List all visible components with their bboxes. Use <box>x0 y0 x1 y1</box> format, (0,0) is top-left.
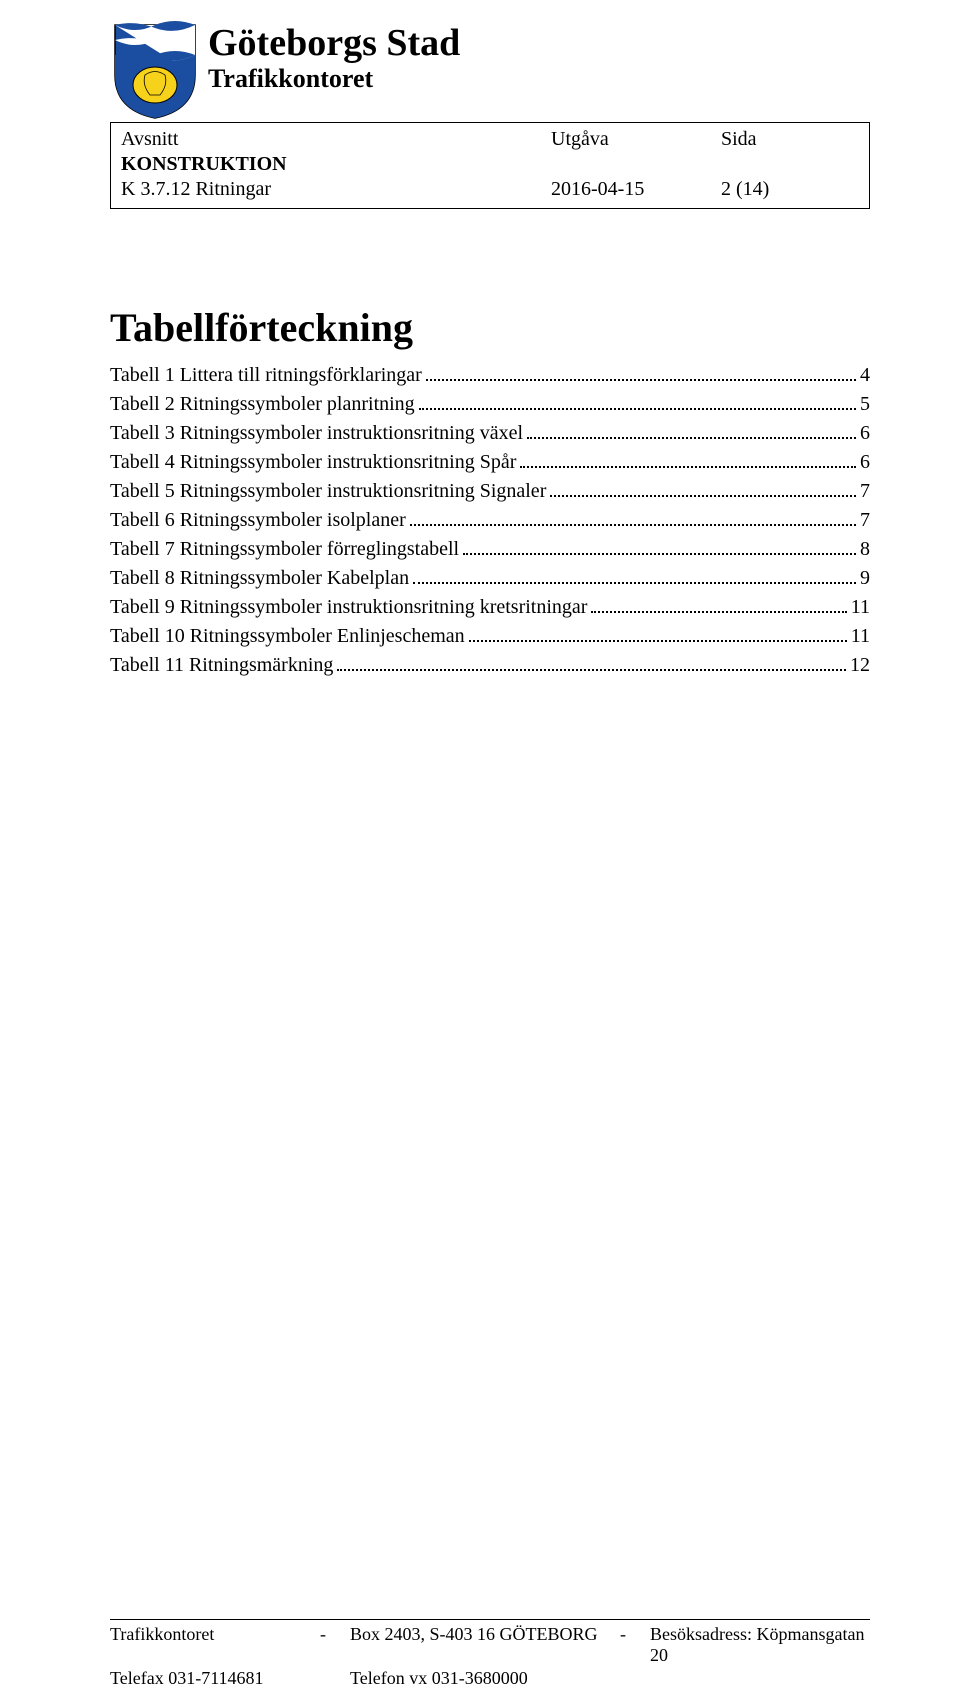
toc-leader-dots <box>413 566 856 584</box>
toc-entry-page: 6 <box>860 419 870 448</box>
toc-leader-dots <box>426 363 856 381</box>
toc-entry-label: Tabell 4 Ritningssymboler instruktionsri… <box>110 448 516 477</box>
toc-leader-dots <box>337 653 846 671</box>
meta-section-line2: K 3.7.12 Ritningar <box>121 177 551 202</box>
toc-leader-dots <box>520 450 856 468</box>
toc-entry-label: Tabell 3 Ritningssymboler instruktionsri… <box>110 419 523 448</box>
meta-utgava-label: Utgåva <box>551 127 721 152</box>
footer-col2-line2: Telefon vx 031-3680000 <box>350 1668 620 1689</box>
footer-col3-line1: Besöksadress: Köpmansgatan 20 <box>650 1624 870 1666</box>
letterhead-titles: Göteborgs Stad Trafikkontoret <box>200 20 460 94</box>
toc-entry-page: 12 <box>850 651 870 680</box>
footer-dash: - <box>620 1624 650 1666</box>
toc-leader-dots <box>550 479 856 497</box>
toc-entry-label: Tabell 1 Littera till ritningsförklaring… <box>110 361 422 390</box>
toc-entry-label: Tabell 5 Ritningssymboler instruktionsri… <box>110 477 546 506</box>
toc-entry-label: Tabell 8 Ritningssymboler Kabelplan <box>110 564 409 593</box>
footer-col2-line1: Box 2403, S-403 16 GÖTEBORG <box>350 1624 620 1666</box>
toc-entry-label: Tabell 9 Ritningssymboler instruktionsri… <box>110 593 587 622</box>
toc-entry-page: 7 <box>860 506 870 535</box>
document-meta-box: Avsnitt Utgåva Sida KONSTRUKTION K 3.7.1… <box>110 122 870 209</box>
toc-list: Tabell 1 Littera till ritningsförklaring… <box>110 361 870 680</box>
meta-section-line1: KONSTRUKTION <box>121 152 551 177</box>
document-body: Tabellförteckning Tabell 1 Littera till … <box>110 209 870 680</box>
toc-entry: Tabell 7 Ritningssymboler förreglingstab… <box>110 535 870 564</box>
toc-entry-label: Tabell 10 Ritningssymboler Enlinjeschema… <box>110 622 465 651</box>
toc-entry-page: 4 <box>860 361 870 390</box>
footer-col1-line2: Telefax 031-7114681 <box>110 1668 320 1689</box>
org-name: Göteborgs Stad <box>208 24 460 62</box>
toc-entry: Tabell 1 Littera till ritningsförklaring… <box>110 361 870 390</box>
toc-entry-page: 9 <box>860 564 870 593</box>
toc-entry-label: Tabell 7 Ritningssymboler förreglingstab… <box>110 535 459 564</box>
toc-entry-page: 7 <box>860 477 870 506</box>
meta-page: 2 (14) <box>721 177 859 202</box>
meta-date: 2016-04-15 <box>551 177 721 202</box>
toc-entry-page: 5 <box>860 390 870 419</box>
toc-title: Tabellförteckning <box>110 304 870 351</box>
footer-col1-line1: Trafikkontoret <box>110 1624 320 1666</box>
toc-entry: Tabell 4 Ritningssymboler instruktionsri… <box>110 448 870 477</box>
page-footer: Trafikkontoret - Box 2403, S-403 16 GÖTE… <box>110 1619 870 1689</box>
toc-leader-dots <box>591 595 846 613</box>
toc-entry: Tabell 5 Ritningssymboler instruktionsri… <box>110 477 870 506</box>
letterhead: Göteborgs Stad Trafikkontoret <box>110 20 870 120</box>
toc-entry: Tabell 9 Ritningssymboler instruktionsri… <box>110 593 870 622</box>
toc-entry-label: Tabell 11 Ritningsmärkning <box>110 651 333 680</box>
toc-entry-page: 8 <box>860 535 870 564</box>
toc-leader-dots <box>419 392 856 410</box>
toc-entry-label: Tabell 2 Ritningssymboler planritning <box>110 390 415 419</box>
toc-leader-dots <box>463 537 856 555</box>
toc-entry: Tabell 2 Ritningssymboler planritning 5 <box>110 390 870 419</box>
toc-entry: Tabell 6 Ritningssymboler isolplaner 7 <box>110 506 870 535</box>
toc-entry: Tabell 3 Ritningssymboler instruktionsri… <box>110 419 870 448</box>
toc-entry-page: 6 <box>860 448 870 477</box>
page: Göteborgs Stad Trafikkontoret Avsnitt Ut… <box>0 0 960 1689</box>
city-crest-icon <box>110 20 200 120</box>
footer-dash: - <box>320 1624 350 1666</box>
toc-entry: Tabell 8 Ritningssymboler Kabelplan 9 <box>110 564 870 593</box>
toc-entry: Tabell 11 Ritningsmärkning 12 <box>110 651 870 680</box>
meta-sida-label: Sida <box>721 127 859 152</box>
meta-avsnitt-label: Avsnitt <box>121 127 551 152</box>
toc-entry: Tabell 10 Ritningssymboler Enlinjeschema… <box>110 622 870 651</box>
toc-entry-label: Tabell 6 Ritningssymboler isolplaner <box>110 506 406 535</box>
toc-entry-page: 11 <box>851 622 870 651</box>
toc-leader-dots <box>469 624 847 642</box>
toc-leader-dots <box>410 508 856 526</box>
dept-name: Trafikkontoret <box>208 64 460 94</box>
toc-leader-dots <box>527 421 856 439</box>
toc-entry-page: 11 <box>851 593 870 622</box>
